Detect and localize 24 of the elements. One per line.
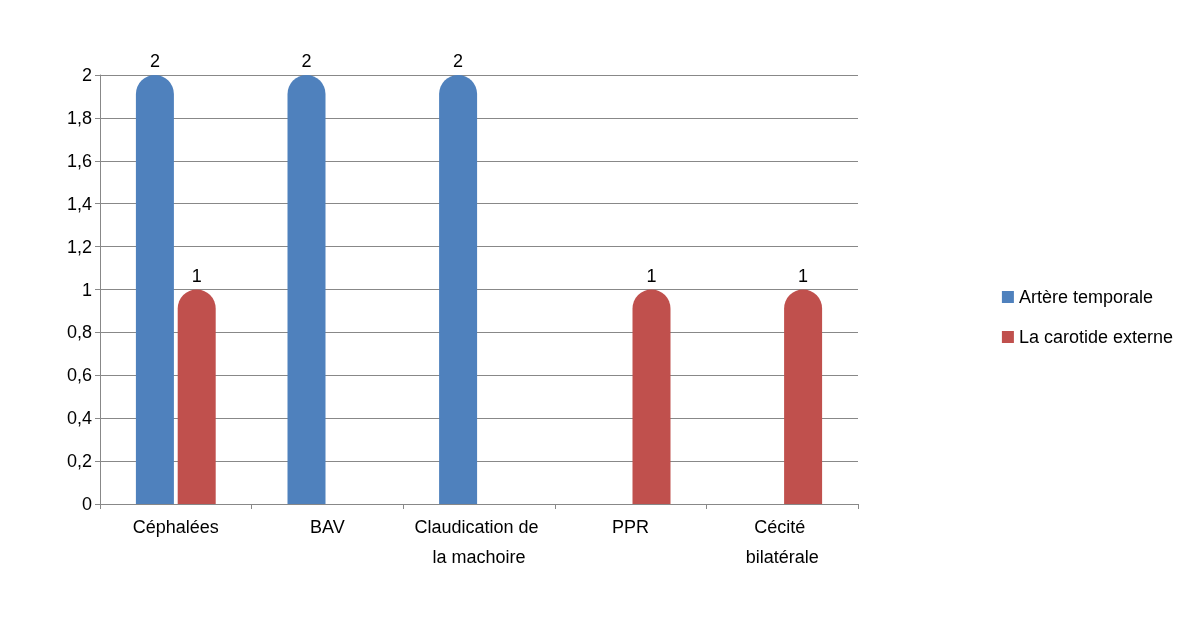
x-tick-label: Céphalées [132,517,219,537]
data-label: 1 [191,265,202,286]
y-tick-label: 2 [81,65,92,85]
data-label: 2 [453,51,464,71]
y-tick-label: 1,6 [66,150,92,171]
x-tick-label: Cécité bilatérale [745,517,819,567]
data-label: 2 [149,51,160,71]
y-tick-label: 0,8 [66,322,92,343]
y-tick-label: 1,2 [66,236,92,257]
x-tick-label: BAV [310,517,345,537]
data-label: 1 [798,265,809,286]
y-tick-label: 0 [81,494,92,514]
y-tick-label: 0,6 [66,365,92,386]
y-tick-label: 0,4 [66,408,92,429]
x-tick-label: PPR [612,517,650,537]
x-tick-label: Claudication de la machoire [414,517,544,567]
y-tick-label: 1,8 [66,107,92,128]
legend-label: La carotide externe [1018,327,1174,347]
y-tick-label: 0,2 [66,451,92,472]
y-tick-label: 1 [81,279,92,300]
data-label: 2 [301,51,312,71]
legend-label: Artère temporale [1018,287,1153,307]
y-tick-label: 1,4 [66,193,92,214]
data-label: 1 [646,265,657,286]
